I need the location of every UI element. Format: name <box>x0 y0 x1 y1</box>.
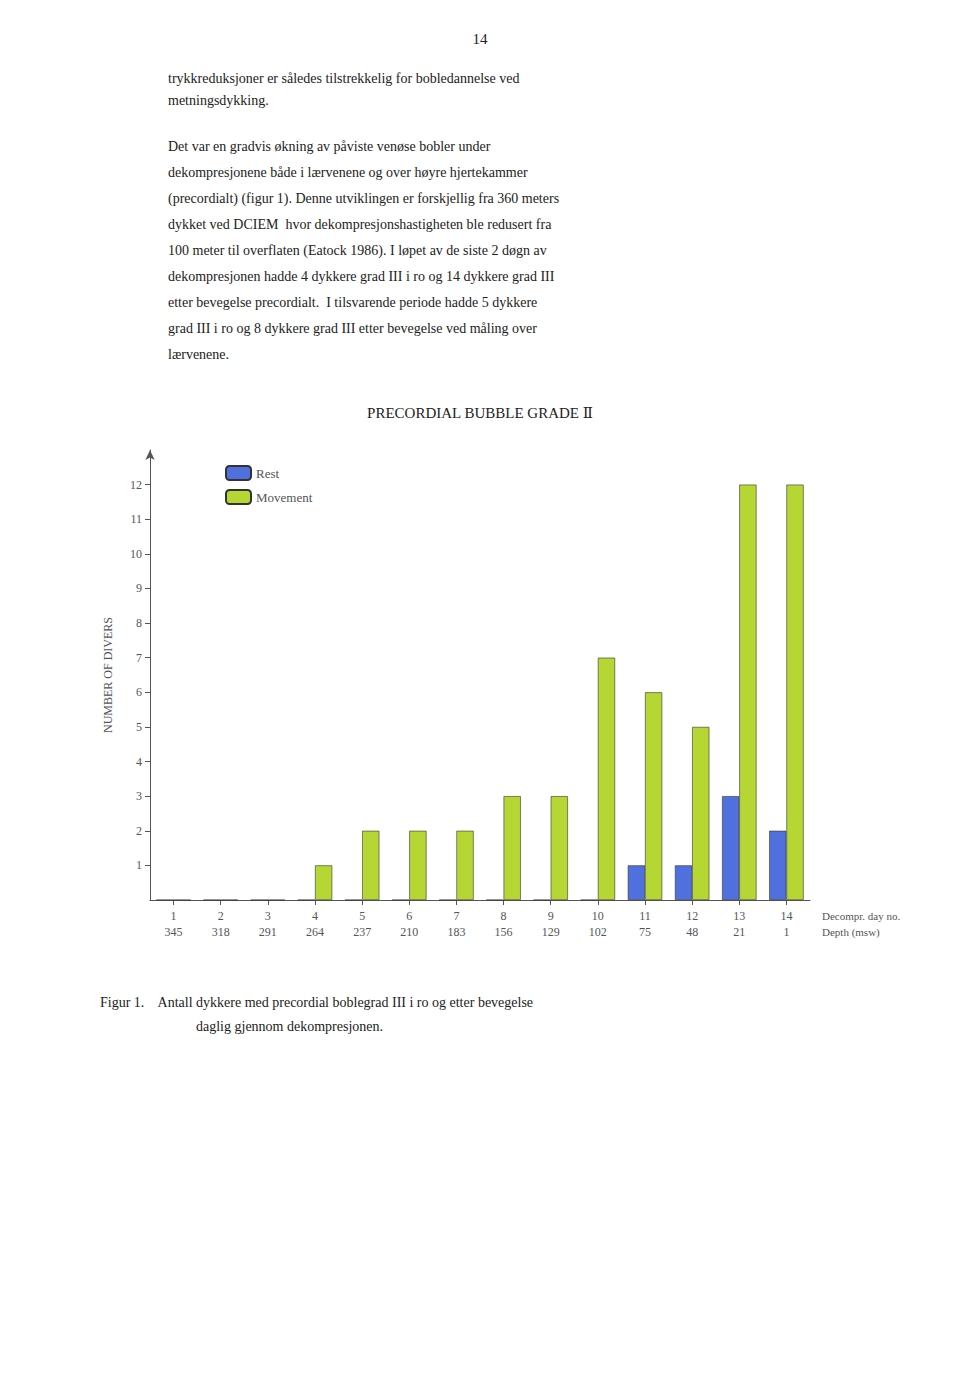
svg-text:2: 2 <box>218 909 224 923</box>
svg-text:8: 8 <box>136 616 142 630</box>
html-text:grad III i ro og 8 dykkere gra: grad III i ro og 8 dykkere grad III ette… <box>168 321 537 336</box>
svg-text:318: 318 <box>212 925 230 939</box>
svg-text:2: 2 <box>136 824 142 838</box>
svg-text:11: 11 <box>130 512 142 526</box>
html-text:dekompresjonen hadde 4 dykkere: dekompresjonen hadde 4 dykkere grad III … <box>168 269 555 284</box>
svg-text:291: 291 <box>259 925 277 939</box>
html-text:lærvenene.: lærvenene. <box>168 347 229 362</box>
html-text:14: 14 <box>472 31 488 47</box>
html-text:etter bevegelse precordialt. I: etter bevegelse precordialt. I tilsvaren… <box>168 295 538 310</box>
html-text:100 meter til overflaten (Eato: 100 meter til overflaten (Eatock 1986). … <box>168 243 547 258</box>
svg-text:Movement: Movement <box>256 490 313 505</box>
svg-text:Decompr. day no.: Decompr. day no. <box>822 910 900 922</box>
html-text:trykkreduksjoner er således ti: trykkreduksjoner er således tilstrekkeli… <box>168 71 520 86</box>
svg-text:7: 7 <box>136 651 142 665</box>
svg-text:183: 183 <box>447 925 465 939</box>
svg-text:4: 4 <box>136 755 142 769</box>
svg-text:NUMBER OF DIVERS: NUMBER OF DIVERS <box>101 617 115 733</box>
svg-text:4: 4 <box>312 909 318 923</box>
svg-text:11: 11 <box>639 909 651 923</box>
html-text:daglig gjennom dekompresjonen.: daglig gjennom dekompresjonen. <box>196 1019 383 1034</box>
svg-text:10: 10 <box>592 909 604 923</box>
html-text:Det var en gradvis økning av p: Det var en gradvis økning av påviste ven… <box>168 139 491 154</box>
svg-text:Rest: Rest <box>256 466 280 481</box>
svg-text:5: 5 <box>136 720 142 734</box>
svg-text:345: 345 <box>165 925 183 939</box>
html-text:dykket ved DCIEM hvor dekompre: dykket ved DCIEM hvor dekompresjonshasti… <box>168 217 552 232</box>
svg-text:14: 14 <box>780 909 792 923</box>
svg-text:3: 3 <box>136 789 142 803</box>
svg-text:1: 1 <box>783 925 789 939</box>
svg-text:10: 10 <box>130 547 142 561</box>
html-text:metningsdykking.: metningsdykking. <box>168 93 269 108</box>
svg-text:129: 129 <box>542 925 560 939</box>
html-text:(precordialt) (figur 1). Denne: (precordialt) (figur 1). Denne utvikling… <box>168 191 560 206</box>
svg-text:7: 7 <box>453 909 459 923</box>
svg-text:237: 237 <box>353 925 371 939</box>
svg-text:12: 12 <box>130 478 142 492</box>
svg-text:PRECORDIAL BUBBLE GRADE Ⅱ: PRECORDIAL BUBBLE GRADE Ⅱ <box>367 405 593 421</box>
svg-text:1: 1 <box>136 858 142 872</box>
svg-text:156: 156 <box>495 925 513 939</box>
svg-text:48: 48 <box>686 925 698 939</box>
svg-text:Depth (msw): Depth (msw) <box>822 926 880 939</box>
svg-text:21: 21 <box>733 925 745 939</box>
svg-text:9: 9 <box>136 581 142 595</box>
svg-text:1: 1 <box>171 909 177 923</box>
svg-text:5: 5 <box>359 909 365 923</box>
svg-text:6: 6 <box>406 909 412 923</box>
svg-text:3: 3 <box>265 909 271 923</box>
svg-text:210: 210 <box>400 925 418 939</box>
svg-text:13: 13 <box>733 909 745 923</box>
html-text:dekompresjonene både i lærvene: dekompresjonene både i lærvenene og over… <box>168 165 528 180</box>
svg-text:75: 75 <box>639 925 651 939</box>
svg-text:6: 6 <box>136 685 142 699</box>
svg-text:102: 102 <box>589 925 607 939</box>
html-text:Figur 1. Antall dykkere med pr: Figur 1. Antall dykkere med precordial b… <box>100 995 534 1010</box>
svg-text:264: 264 <box>306 925 324 939</box>
svg-text:8: 8 <box>501 909 507 923</box>
svg-text:12: 12 <box>686 909 698 923</box>
svg-text:9: 9 <box>548 909 554 923</box>
